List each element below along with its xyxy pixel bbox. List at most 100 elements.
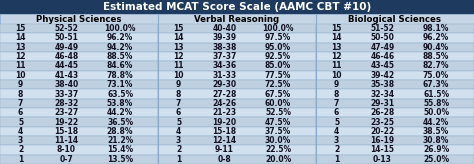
Text: 29-31: 29-31 <box>370 99 394 108</box>
FancyBboxPatch shape <box>316 33 474 43</box>
FancyBboxPatch shape <box>158 71 316 80</box>
Text: 11-14: 11-14 <box>55 136 78 145</box>
FancyBboxPatch shape <box>0 155 158 164</box>
Text: 38-40: 38-40 <box>54 80 79 89</box>
Text: 84.6%: 84.6% <box>107 62 133 71</box>
Text: 10: 10 <box>173 71 184 80</box>
Text: 10: 10 <box>331 71 342 80</box>
FancyBboxPatch shape <box>158 89 316 99</box>
Text: 34-36: 34-36 <box>212 62 237 71</box>
Text: 43-45: 43-45 <box>370 62 394 71</box>
FancyBboxPatch shape <box>158 99 316 108</box>
Text: 9-11: 9-11 <box>215 145 234 154</box>
Text: 67.3%: 67.3% <box>423 80 449 89</box>
Text: 100.0%: 100.0% <box>104 24 136 33</box>
Text: 98.1%: 98.1% <box>423 24 449 33</box>
Text: 51-52: 51-52 <box>370 24 394 33</box>
Text: 13.5%: 13.5% <box>107 155 133 164</box>
Text: 11: 11 <box>15 62 26 71</box>
Text: 15: 15 <box>331 24 342 33</box>
Text: 52.5%: 52.5% <box>265 108 291 117</box>
Text: 85.0%: 85.0% <box>265 62 291 71</box>
Text: 37-37: 37-37 <box>212 52 237 61</box>
Text: 5: 5 <box>334 117 339 126</box>
FancyBboxPatch shape <box>0 43 158 52</box>
Text: 12: 12 <box>15 52 26 61</box>
Text: 25.0%: 25.0% <box>423 155 449 164</box>
Text: 96.2%: 96.2% <box>423 33 449 42</box>
Text: 29-30: 29-30 <box>212 80 237 89</box>
Text: 96.2%: 96.2% <box>107 33 133 42</box>
Text: 13: 13 <box>173 43 184 52</box>
Text: 60.0%: 60.0% <box>265 99 291 108</box>
FancyBboxPatch shape <box>316 43 474 52</box>
Text: 0-7: 0-7 <box>59 155 73 164</box>
Text: 5: 5 <box>18 117 23 126</box>
Text: 8-10: 8-10 <box>57 145 76 154</box>
Text: 33-37: 33-37 <box>54 90 79 99</box>
Text: 72.5%: 72.5% <box>265 80 291 89</box>
FancyBboxPatch shape <box>0 0 474 14</box>
FancyBboxPatch shape <box>0 108 158 117</box>
Text: 13: 13 <box>331 43 342 52</box>
Text: 46-46: 46-46 <box>370 52 394 61</box>
Text: 8: 8 <box>334 90 339 99</box>
Text: 49-49: 49-49 <box>55 43 78 52</box>
Text: 1: 1 <box>18 155 23 164</box>
Text: 0-8: 0-8 <box>218 155 231 164</box>
Text: 14: 14 <box>15 33 26 42</box>
Text: 50-50: 50-50 <box>370 33 394 42</box>
FancyBboxPatch shape <box>158 108 316 117</box>
Text: 1: 1 <box>334 155 339 164</box>
Text: 12-14: 12-14 <box>212 136 237 145</box>
FancyBboxPatch shape <box>316 155 474 164</box>
Text: 10: 10 <box>15 71 26 80</box>
Text: 3: 3 <box>176 136 181 145</box>
FancyBboxPatch shape <box>158 52 316 61</box>
Text: 47.5%: 47.5% <box>265 117 291 126</box>
Text: 44-45: 44-45 <box>55 62 78 71</box>
Text: 9: 9 <box>334 80 339 89</box>
Text: 13: 13 <box>15 43 26 52</box>
Text: 6: 6 <box>18 108 23 117</box>
Text: 75.0%: 75.0% <box>423 71 449 80</box>
FancyBboxPatch shape <box>0 136 158 145</box>
Text: 9: 9 <box>18 80 23 89</box>
Text: 39-42: 39-42 <box>370 71 394 80</box>
Text: Physical Sciences: Physical Sciences <box>36 14 122 23</box>
FancyBboxPatch shape <box>158 155 316 164</box>
FancyBboxPatch shape <box>0 24 158 33</box>
Text: 77.5%: 77.5% <box>265 71 291 80</box>
Text: 92.5%: 92.5% <box>265 52 291 61</box>
Text: 53.8%: 53.8% <box>107 99 133 108</box>
Text: 14: 14 <box>173 33 184 42</box>
Text: 28-32: 28-32 <box>54 99 79 108</box>
FancyBboxPatch shape <box>158 43 316 52</box>
Text: 61.5%: 61.5% <box>423 90 449 99</box>
Text: 2: 2 <box>334 145 339 154</box>
FancyBboxPatch shape <box>158 127 316 136</box>
FancyBboxPatch shape <box>0 33 158 43</box>
Text: 22.5%: 22.5% <box>265 145 291 154</box>
FancyBboxPatch shape <box>0 71 158 80</box>
Text: 63.5%: 63.5% <box>107 90 133 99</box>
Text: 23-25: 23-25 <box>370 117 394 126</box>
FancyBboxPatch shape <box>158 80 316 89</box>
Text: 8: 8 <box>176 90 181 99</box>
Text: 4: 4 <box>176 127 181 136</box>
Text: 39-39: 39-39 <box>212 33 237 42</box>
Text: Biological Sciences: Biological Sciences <box>348 14 441 23</box>
Text: 28.8%: 28.8% <box>107 127 133 136</box>
Text: 97.5%: 97.5% <box>265 33 291 42</box>
Text: 31-33: 31-33 <box>212 71 237 80</box>
FancyBboxPatch shape <box>316 99 474 108</box>
FancyBboxPatch shape <box>158 117 316 127</box>
Text: 36.5%: 36.5% <box>107 117 133 126</box>
Text: 12: 12 <box>331 52 342 61</box>
Text: 32-34: 32-34 <box>370 90 394 99</box>
Text: 4: 4 <box>334 127 339 136</box>
Text: 38-38: 38-38 <box>212 43 237 52</box>
Text: 19-22: 19-22 <box>55 117 78 126</box>
Text: 14-15: 14-15 <box>370 145 394 154</box>
Text: 35-38: 35-38 <box>370 80 394 89</box>
